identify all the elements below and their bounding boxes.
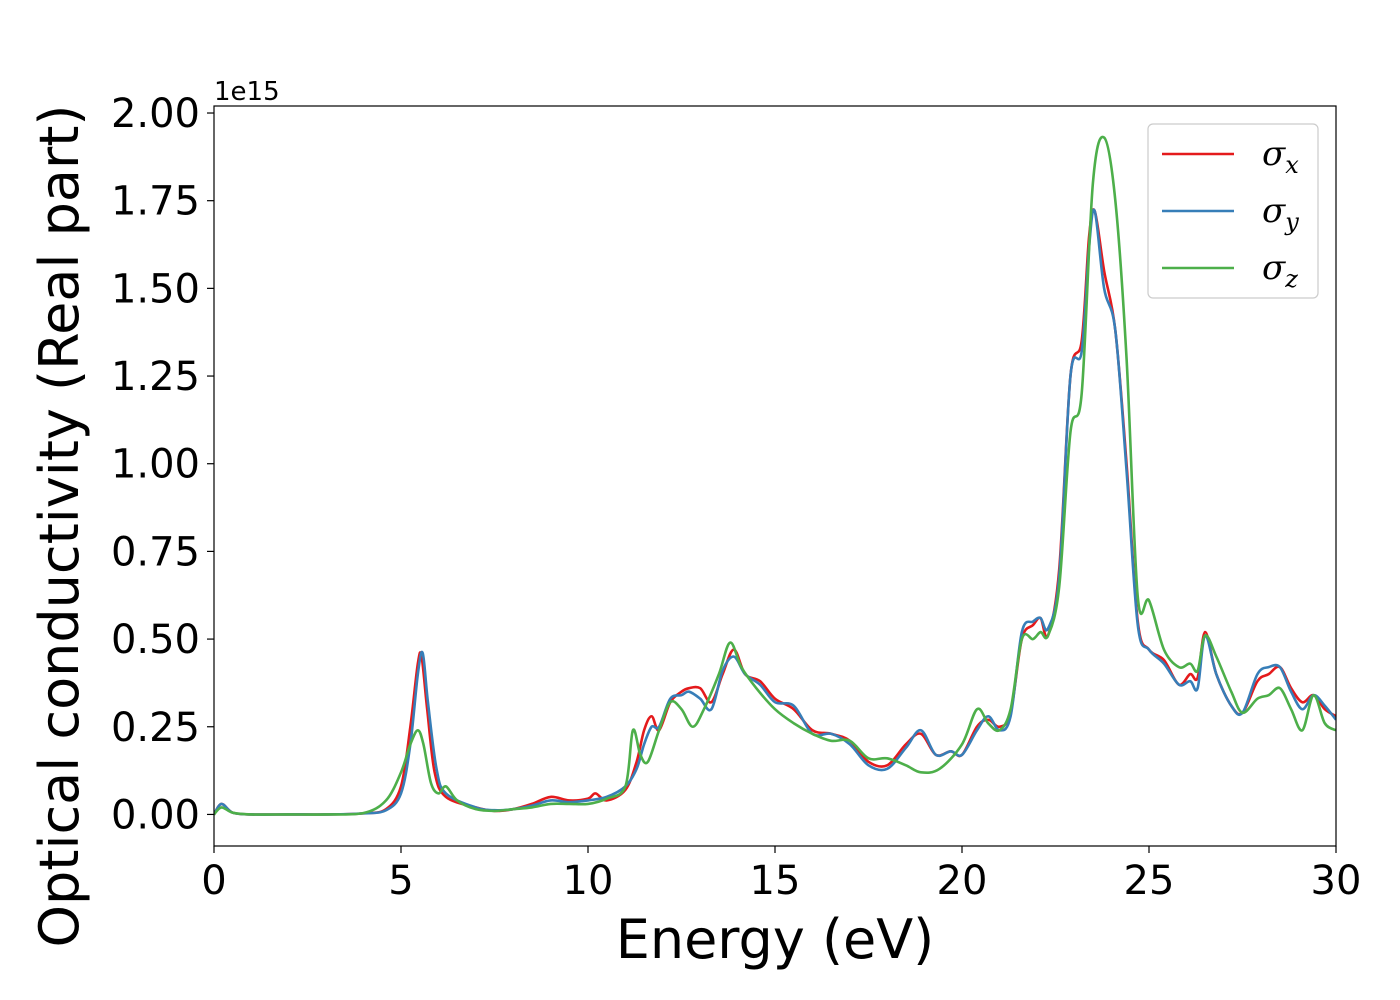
y-tick-label: 1.50 (111, 266, 200, 312)
y-axis: 0.00 0.25 0.50 0.75 1.00 1.25 1.50 1.75 2.00 (111, 91, 214, 838)
x-tick-label: 5 (388, 858, 413, 904)
series-line-z (214, 135, 1336, 816)
y-tick-label: 1.75 (111, 179, 200, 225)
y-tick-label: 0.75 (111, 529, 200, 575)
x-tick-label: 15 (750, 858, 801, 904)
y-tick-label: 1.25 (111, 354, 200, 400)
y-axis-title: Optical conductivity (Real part) (28, 105, 91, 948)
x-tick-label: 10 (563, 858, 614, 904)
x-tick-label: 30 (1311, 858, 1362, 904)
x-axis: 0 5 10 15 20 25 30 (201, 846, 1361, 904)
y-tick-label: 0.25 (111, 705, 200, 751)
x-axis-title: Energy (eV) (616, 908, 935, 971)
x-tick-label: 0 (201, 858, 226, 904)
y-tick-label: 1.00 (111, 442, 200, 488)
series-line-y (214, 208, 1336, 816)
y-tick-label: 0.50 (111, 617, 200, 663)
y-tick-label: 2.00 (111, 91, 200, 137)
plot-area (214, 135, 1336, 816)
x-tick-label: 25 (1124, 858, 1175, 904)
y-offset-label: 1e15 (214, 77, 280, 107)
series-line-x (214, 208, 1336, 816)
y-tick-label: 0.00 (111, 792, 200, 838)
x-tick-label: 20 (937, 858, 988, 904)
